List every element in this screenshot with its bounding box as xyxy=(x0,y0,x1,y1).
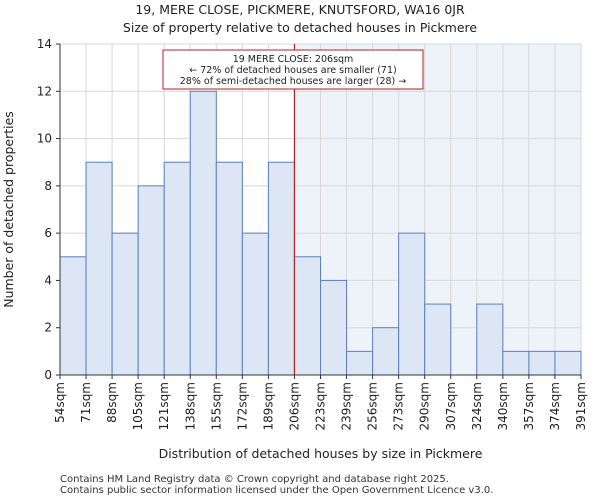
bar xyxy=(163,161,191,376)
chart-subtitle: Size of property relative to detached ho… xyxy=(122,20,478,35)
x-tick-label: 138sqm xyxy=(183,382,197,430)
y-tick-label: 10 xyxy=(37,132,52,146)
x-tick-label: 172sqm xyxy=(235,382,249,430)
x-tick-label: 239sqm xyxy=(340,382,354,430)
bar xyxy=(476,303,504,376)
y-tick-label: 14 xyxy=(37,37,52,51)
bar xyxy=(189,90,217,376)
x-tick-label: 223sqm xyxy=(314,382,328,430)
x-tick-label: 121sqm xyxy=(157,382,171,430)
bar xyxy=(59,256,87,376)
y-axis-title: Number of detached properties xyxy=(1,111,16,308)
bar xyxy=(85,161,113,376)
y-tick-label: 8 xyxy=(44,179,52,193)
y-tick-label: 4 xyxy=(44,273,52,287)
annotation-box xyxy=(162,49,424,90)
bar xyxy=(293,256,322,376)
bar xyxy=(502,350,530,376)
x-tick-label: 324sqm xyxy=(470,382,484,430)
bar xyxy=(372,327,400,376)
x-tick-label: 54sqm xyxy=(53,382,67,423)
y-tick-label: 2 xyxy=(44,321,52,335)
chart-title: 19, MERE CLOSE, PICKMERE, KNUTSFORD, WA1… xyxy=(135,2,465,17)
x-tick-label: 71sqm xyxy=(79,382,93,423)
x-tick-label: 340sqm xyxy=(496,382,510,430)
bar xyxy=(267,161,295,376)
footer-line-1: Contains HM Land Registry data © Crown c… xyxy=(60,474,449,485)
x-tick-label: 273sqm xyxy=(392,382,406,430)
bar xyxy=(554,350,582,376)
x-tick-label: 189sqm xyxy=(261,382,275,430)
bar xyxy=(320,279,348,376)
x-tick-label: 155sqm xyxy=(209,382,223,430)
annotation-line: ← 72% of detached houses are smaller (71… xyxy=(189,65,396,76)
y-tick-label: 6 xyxy=(44,226,52,240)
bar xyxy=(346,350,374,376)
y-tick-label: 0 xyxy=(44,368,52,382)
x-tick-label: 206sqm xyxy=(287,382,301,430)
bar xyxy=(137,185,165,376)
bar xyxy=(398,232,426,376)
annotation-line: 28% of semi-detached houses are larger (… xyxy=(180,76,407,87)
annotation-line: 19 MERE CLOSE: 206sqm xyxy=(233,54,354,65)
x-axis-title: Distribution of detached houses by size … xyxy=(159,446,483,461)
x-tick-label: 256sqm xyxy=(366,382,380,430)
bar xyxy=(241,232,269,376)
x-tick-label: 307sqm xyxy=(444,382,458,430)
x-tick-label: 290sqm xyxy=(418,382,432,430)
x-tick-label: 88sqm xyxy=(105,382,119,423)
footer-line-2: Contains public sector information licen… xyxy=(60,485,494,496)
x-tick-label: 105sqm xyxy=(131,382,145,430)
y-tick-label: 12 xyxy=(37,84,52,98)
bar xyxy=(111,232,139,376)
bar xyxy=(215,161,243,376)
x-tick-label: 391sqm xyxy=(574,382,588,430)
bar xyxy=(424,303,452,376)
bar xyxy=(528,350,556,376)
x-tick-label: 374sqm xyxy=(548,382,562,430)
x-tick-label: 357sqm xyxy=(522,382,536,430)
